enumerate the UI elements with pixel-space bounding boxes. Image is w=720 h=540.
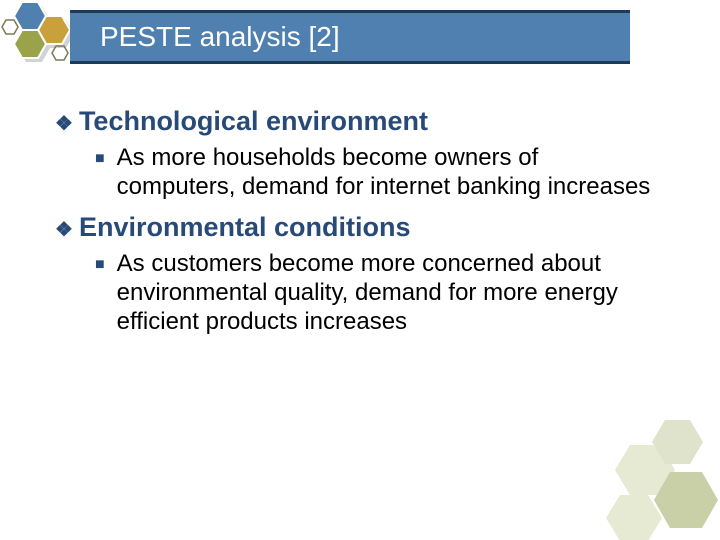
slide: PESTE analysis [2] ❖ Technological envir… — [0, 0, 720, 540]
title-bar: PESTE analysis [2] — [70, 10, 630, 64]
diamond-bullet-icon: ❖ — [55, 217, 73, 242]
heading-technological: ❖ Technological environment — [55, 106, 655, 137]
bullet-text: As customers become more concerned about… — [117, 249, 655, 337]
diamond-bullet-icon: ❖ — [55, 111, 73, 136]
content-area: ❖ Technological environment ■ As more ho… — [55, 100, 655, 346]
heading-text: Environmental conditions — [79, 212, 411, 243]
square-bullet-icon: ■ — [95, 149, 105, 169]
heading-text: Technological environment — [79, 106, 428, 137]
bullet-text: As more households become owners of comp… — [117, 143, 655, 202]
hex-cluster-bottom-right-icon — [560, 410, 720, 540]
slide-title: PESTE analysis [2] — [100, 21, 340, 53]
square-bullet-icon: ■ — [95, 255, 105, 275]
bullet-item: ■ As more households become owners of co… — [95, 143, 655, 202]
heading-environmental: ❖ Environmental conditions — [55, 212, 655, 243]
bullet-item: ■ As customers become more concerned abo… — [95, 249, 655, 337]
